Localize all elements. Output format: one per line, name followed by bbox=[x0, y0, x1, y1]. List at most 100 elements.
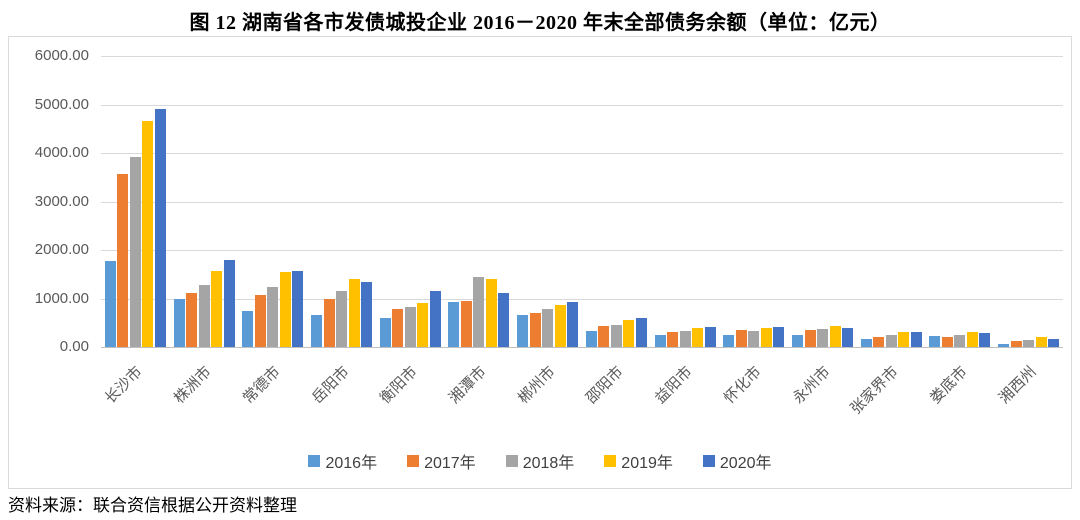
legend-label: 2018年 bbox=[522, 455, 575, 472]
bar bbox=[654, 335, 666, 347]
bar bbox=[323, 298, 335, 347]
bar bbox=[1048, 339, 1060, 347]
bar bbox=[186, 293, 198, 347]
bar bbox=[817, 328, 828, 347]
y-tick-label: 1000.00 bbox=[34, 289, 89, 307]
legend-swatch bbox=[702, 455, 715, 467]
bar bbox=[517, 315, 529, 347]
bar bbox=[760, 327, 772, 347]
legend-label: 2019年 bbox=[621, 455, 673, 472]
legend-label: 2017年 bbox=[424, 455, 476, 472]
gridline bbox=[101, 347, 1063, 348]
bar bbox=[104, 260, 116, 347]
gridline bbox=[101, 56, 1063, 57]
bar bbox=[623, 320, 635, 347]
bar bbox=[223, 259, 235, 347]
chart-legend: 2016年 2017年 2018年 2019年 2020年 bbox=[9, 449, 1071, 473]
legend-item: 2020年 bbox=[702, 449, 772, 473]
bar bbox=[979, 333, 991, 347]
bar bbox=[1035, 337, 1047, 347]
legend-swatch bbox=[308, 455, 321, 467]
bar bbox=[129, 156, 141, 347]
y-tick-label: 2000.00 bbox=[34, 241, 89, 258]
figure-title: 图 12 湖南省各市发债城投企业 2016－2020 年末全部债务余额（单位：亿… bbox=[189, 12, 891, 34]
bar bbox=[292, 270, 304, 347]
bar bbox=[941, 337, 953, 347]
bar bbox=[117, 173, 129, 347]
bar bbox=[873, 337, 885, 347]
bar bbox=[567, 301, 579, 347]
bar bbox=[311, 314, 322, 347]
bar bbox=[460, 300, 472, 347]
bar bbox=[529, 313, 541, 347]
bar bbox=[966, 332, 978, 347]
y-tick-label: 5000.00 bbox=[34, 95, 89, 113]
bar bbox=[198, 285, 210, 347]
bar bbox=[735, 330, 747, 347]
bar bbox=[429, 291, 441, 347]
y-tick-label: 6000.00 bbox=[34, 47, 89, 64]
bar bbox=[679, 330, 691, 347]
legend-item: 2019年 bbox=[604, 449, 673, 473]
bar bbox=[336, 290, 347, 347]
gridline bbox=[101, 298, 1063, 300]
bar bbox=[910, 331, 922, 347]
bar bbox=[667, 332, 679, 347]
bar bbox=[348, 279, 360, 347]
bar bbox=[692, 328, 704, 347]
bar bbox=[829, 326, 841, 347]
gridline bbox=[101, 104, 1063, 106]
y-tick-label: 0.00 bbox=[59, 338, 89, 355]
bar bbox=[773, 327, 785, 347]
bar bbox=[804, 330, 816, 347]
bar bbox=[379, 317, 391, 347]
legend-label: 2020年 bbox=[719, 455, 772, 472]
bar bbox=[254, 295, 266, 347]
bar bbox=[898, 331, 910, 347]
bar-chart: 2016年 2017年 2018年 2019年 2020年 0.00 1000.00 200… bbox=[8, 36, 1072, 489]
y-tick-label: 3000.00 bbox=[34, 192, 89, 210]
bar bbox=[748, 330, 760, 347]
bar bbox=[792, 335, 803, 347]
bar bbox=[498, 292, 510, 347]
bar bbox=[998, 344, 1010, 347]
bar bbox=[885, 334, 897, 347]
bar bbox=[635, 317, 647, 347]
legend-swatch bbox=[407, 455, 420, 467]
bar bbox=[448, 302, 460, 347]
bar bbox=[585, 330, 597, 347]
bar bbox=[842, 327, 853, 347]
bar bbox=[142, 121, 154, 347]
bar bbox=[554, 304, 566, 347]
gridline bbox=[101, 250, 1063, 251]
bar bbox=[704, 326, 716, 347]
bar bbox=[954, 334, 966, 347]
gridline bbox=[101, 201, 1063, 203]
bar bbox=[417, 302, 429, 347]
y-tick-label: 4000.00 bbox=[34, 144, 89, 161]
bar bbox=[929, 336, 941, 347]
legend-item: 2016年 bbox=[308, 449, 377, 473]
gridline bbox=[101, 153, 1063, 154]
legend-label: 2016年 bbox=[325, 455, 378, 472]
bar bbox=[279, 271, 291, 347]
legend-swatch bbox=[604, 455, 617, 467]
source-note: 资料来源：联合资信根据公开资料整理 bbox=[8, 496, 297, 515]
bar bbox=[598, 326, 610, 347]
legend-item: 2017年 bbox=[407, 449, 476, 473]
bar bbox=[173, 299, 185, 347]
bar bbox=[361, 281, 372, 347]
bar bbox=[404, 307, 416, 347]
bar bbox=[392, 309, 404, 347]
bar bbox=[242, 310, 254, 347]
bar bbox=[1023, 339, 1035, 347]
bar bbox=[610, 325, 622, 347]
legend-item: 2018年 bbox=[505, 449, 575, 473]
bar bbox=[485, 279, 497, 347]
bar bbox=[154, 109, 166, 347]
bar bbox=[211, 271, 223, 347]
bar bbox=[723, 334, 735, 347]
bar bbox=[542, 309, 554, 347]
bar bbox=[267, 287, 279, 347]
